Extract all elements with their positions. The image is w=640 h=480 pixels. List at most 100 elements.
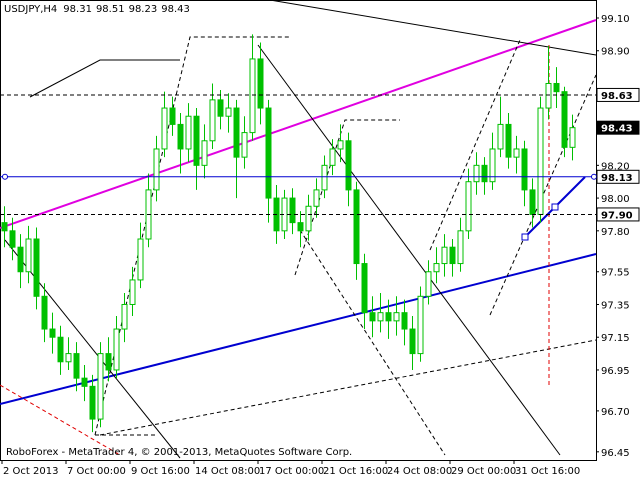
candle-body <box>393 312 400 322</box>
trend-line <box>269 0 597 56</box>
candle-body <box>81 377 88 387</box>
level-box <box>596 120 640 135</box>
candle-body <box>505 123 512 158</box>
candle-body <box>569 127 576 148</box>
candles <box>1 34 576 433</box>
symbol: USDJPY,H4 <box>4 4 57 15</box>
candle-body <box>57 336 64 363</box>
candle-body <box>17 246 24 273</box>
candle-body <box>489 148 496 183</box>
candle-body <box>169 107 176 125</box>
candle-body <box>65 353 72 363</box>
candle-body <box>537 107 544 215</box>
candle-body <box>353 189 360 265</box>
candle-body <box>177 123 184 150</box>
candle-body <box>553 82 560 93</box>
candle-body <box>161 107 168 150</box>
candle-body <box>73 353 80 379</box>
y-tick-label: 97.55 <box>601 268 630 279</box>
trend-line <box>0 19 597 229</box>
candle-body <box>385 312 392 322</box>
candle-body <box>49 328 56 338</box>
candle-body <box>449 246 456 265</box>
candle-body <box>89 385 96 420</box>
x-tick-label: 24 Oct 08:00 <box>387 466 452 477</box>
y-tick-label: 98.90 <box>601 47 630 58</box>
candle-body <box>337 140 344 150</box>
candle-body <box>361 263 368 314</box>
candle-body <box>481 164 488 183</box>
channel <box>94 36 290 436</box>
header: USDJPY,H4 98.31 98.51 98.23 98.43 <box>4 4 190 15</box>
candle-body <box>297 222 304 232</box>
candle-body <box>425 271 432 297</box>
x-tick-label: 7 Oct 00:00 <box>67 466 126 477</box>
y-tick-label: 97.35 <box>601 300 630 311</box>
candle-body <box>241 132 248 158</box>
level-anchor <box>2 173 8 180</box>
close: 98.43 <box>161 4 190 15</box>
candle-body <box>529 189 536 215</box>
candle-body <box>329 148 336 166</box>
candle-body <box>193 115 200 166</box>
x-tick-label: 2 Oct 2013 <box>3 466 58 477</box>
candle-body <box>321 164 328 191</box>
x-tick-label: 21 Oct 16:00 <box>323 466 388 477</box>
y-tick-label: 97.15 <box>601 333 630 344</box>
candle-body <box>113 328 120 371</box>
candle-body <box>561 91 568 148</box>
candle-body <box>465 181 472 232</box>
candle-body <box>289 197 296 224</box>
candle-body <box>249 58 256 134</box>
candle-body <box>441 246 448 265</box>
level-label: 98.13 <box>601 173 633 184</box>
candle-body <box>513 148 520 158</box>
candle-body <box>1 222 8 232</box>
candle-body <box>9 230 16 248</box>
target <box>0 384 121 456</box>
candle-body <box>217 99 224 117</box>
x-tick-label: 29 Oct 00:00 <box>451 466 516 477</box>
candle-body <box>409 328 416 355</box>
high: 98.51 <box>96 4 125 15</box>
x-tick-label: 31 Oct 16:00 <box>515 466 580 477</box>
candle-body <box>473 164 480 183</box>
x-tick-label: 9 Oct 16:00 <box>131 466 190 477</box>
channel <box>294 119 400 276</box>
level-box <box>596 207 640 222</box>
candle-body <box>97 353 104 420</box>
candle-body <box>305 205 312 232</box>
candle-body <box>369 312 376 322</box>
candle-body <box>313 189 320 207</box>
x-tick-label: 17 Oct 00:00 <box>259 466 324 477</box>
candle-body <box>401 312 408 330</box>
candle-body <box>377 312 384 322</box>
candle-body <box>345 140 352 191</box>
low: 98.23 <box>129 4 158 15</box>
candle-body <box>25 238 32 273</box>
level-box <box>596 87 640 102</box>
candle-body <box>129 279 136 305</box>
candle-body <box>105 353 112 371</box>
candle-body <box>417 295 424 355</box>
level-label: 98.63 <box>601 91 633 102</box>
y-tick-label: 97.80 <box>601 227 630 238</box>
candle-body <box>209 99 216 142</box>
channel-lines <box>94 36 597 456</box>
y-tick-label: 96.70 <box>601 407 630 418</box>
channel <box>299 229 446 456</box>
candle-body <box>433 263 440 273</box>
y-tick-label: 98.00 <box>601 194 630 205</box>
trend-line <box>257 44 561 456</box>
candle-body <box>457 230 464 265</box>
candle-body <box>185 115 192 150</box>
level-label: 97.90 <box>601 210 633 221</box>
open: 98.31 <box>63 4 92 15</box>
candle-body <box>257 58 264 109</box>
trend-line <box>29 59 180 98</box>
x-tick-label: 14 Oct 08:00 <box>195 466 260 477</box>
y-tick-label: 98.20 <box>601 161 630 172</box>
channel <box>429 39 521 251</box>
candle-body <box>521 148 528 191</box>
